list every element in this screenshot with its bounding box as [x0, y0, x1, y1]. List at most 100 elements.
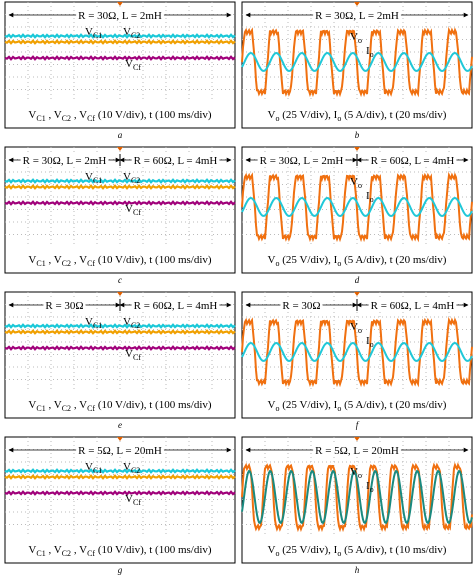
text-part: V: [268, 254, 276, 266]
text-part: , V: [71, 399, 87, 411]
signal-label: VCf: [125, 58, 141, 72]
text-part: V: [123, 461, 131, 473]
caption: Vo (25 V/div), Io (5 A/div), t (20 ms/di…: [268, 109, 447, 123]
label-bg: [76, 445, 164, 457]
label-bg: [257, 155, 346, 167]
range-label: R = 60Ω, L = 4mH: [371, 300, 455, 312]
text-part: V: [123, 26, 131, 38]
voltage-trace: [241, 462, 473, 533]
subscript: C2: [131, 321, 140, 330]
text-part: V: [28, 399, 36, 411]
subscript: Cf: [133, 353, 141, 362]
caption-bg: [243, 248, 471, 272]
voltage-trace: [241, 26, 473, 98]
subscript: o: [337, 114, 341, 123]
subscript: o: [358, 181, 362, 190]
text-part: (5 A/div), t (10 ms/div): [341, 544, 446, 556]
caption-bg: [6, 103, 234, 127]
panel-letter: d: [355, 275, 360, 285]
range-label: R = 30Ω, L = 2mH: [23, 155, 107, 167]
text-part: V: [85, 461, 93, 473]
subscript: C2: [131, 466, 140, 475]
text-part: , V: [46, 254, 62, 266]
text-part: I: [366, 480, 370, 492]
subscript: C1: [93, 176, 102, 185]
label-bg: [43, 300, 86, 312]
subscript: C1: [93, 31, 102, 40]
signal-label: Io: [366, 335, 374, 349]
text-part: V: [125, 348, 133, 360]
subscript: Cf: [87, 549, 95, 558]
subscript: o: [358, 326, 362, 335]
text-part: (10 V/div), t (100 ms/div): [95, 254, 212, 266]
subscript: o: [275, 259, 279, 268]
text-part: V: [123, 316, 131, 328]
text-part: V: [350, 31, 358, 43]
text-part: V: [350, 321, 358, 333]
text-part: , V: [71, 544, 87, 556]
label-bg: [368, 155, 457, 167]
caption-bg: [243, 538, 471, 562]
caption-bg: [6, 538, 234, 562]
trigger-marker: [354, 147, 360, 151]
caption: Vo (25 V/div), Io (5 A/div), t (20 ms/di…: [268, 254, 447, 268]
trigger-marker: [117, 2, 123, 6]
text-part: (5 A/div), t (20 ms/div): [341, 254, 446, 266]
caption-bg: [243, 103, 471, 127]
caption: VC1 , VC2 , VCf (10 V/div), t (100 ms/di…: [28, 544, 211, 558]
subscript: C1: [36, 114, 45, 123]
text-part: , V: [46, 109, 62, 121]
text-part: V: [28, 109, 36, 121]
range-label: R = 30Ω: [45, 300, 83, 312]
panel-letter: e: [118, 420, 122, 430]
subscript: o: [370, 340, 374, 349]
panel-letter: f: [356, 420, 360, 430]
panel-letter: h: [355, 565, 360, 575]
text-part: V: [85, 26, 93, 38]
signal-label: Io: [366, 480, 374, 494]
range-label: R = 60Ω, L = 4mH: [134, 300, 218, 312]
subscript: C1: [93, 466, 102, 475]
trigger-marker: [354, 437, 360, 441]
text-part: , V: [71, 109, 87, 121]
text-part: V: [268, 399, 276, 411]
subscript: Cf: [133, 63, 141, 72]
subscript: o: [370, 50, 374, 59]
text-part: V: [85, 316, 93, 328]
text-part: V: [28, 544, 36, 556]
trace: [4, 329, 236, 335]
signal-label: VC2: [123, 171, 140, 185]
signal-label: VC2: [123, 26, 140, 40]
text-part: V: [125, 203, 133, 215]
current-trace: [241, 341, 473, 363]
text-part: (10 V/div), t (100 ms/div): [95, 544, 212, 556]
signal-label: VC2: [123, 316, 140, 330]
signal-label: Vo: [350, 31, 362, 45]
trace: [4, 200, 236, 206]
subscript: Cf: [87, 114, 95, 123]
current-trace: [241, 196, 473, 218]
trace: [4, 474, 236, 480]
signal-label: Vo: [350, 176, 362, 190]
text-part: , V: [71, 254, 87, 266]
text-part: V: [350, 176, 358, 188]
subscript: C2: [62, 114, 71, 123]
range-label: R = 5Ω, L = 20mH: [315, 445, 399, 457]
trigger-marker: [117, 437, 123, 441]
label-bg: [20, 155, 109, 167]
text-part: (25 V/div), I: [279, 399, 337, 411]
signal-label: VC1: [85, 26, 102, 40]
caption-bg: [243, 393, 471, 417]
text-part: V: [125, 493, 133, 505]
subscript: o: [337, 549, 341, 558]
signal-label: VCf: [125, 203, 141, 217]
text-part: V: [268, 544, 276, 556]
signal-label: Vo: [350, 466, 362, 480]
subscript: C1: [93, 321, 102, 330]
current-trace: [241, 51, 473, 73]
text-part: V: [268, 109, 276, 121]
text-part: , V: [46, 544, 62, 556]
range-label: R = 60Ω, L = 4mH: [134, 155, 218, 167]
